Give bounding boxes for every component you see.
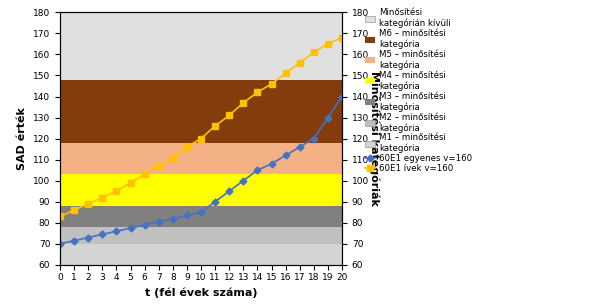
60E1 ívek v=160	[85, 202, 92, 206]
Bar	[60, 80, 342, 143]
60E1 ívek v=160	[169, 156, 176, 160]
60E1 egyenes v=160	[113, 229, 120, 233]
60E1 egyenes v=160	[296, 145, 303, 149]
60E1 egyenes v=160	[197, 210, 205, 214]
60E1 egyenes v=160	[155, 220, 162, 224]
Bar	[60, 206, 342, 227]
60E1 egyenes v=160	[268, 162, 275, 166]
60E1 egyenes v=160	[71, 239, 78, 242]
60E1 ívek v=160	[254, 91, 261, 94]
60E1 ívek v=160	[141, 172, 148, 176]
60E1 ívek v=160	[71, 208, 78, 212]
60E1 egyenes v=160	[184, 213, 191, 217]
60E1 ívek v=160	[127, 181, 134, 184]
60E1 ívek v=160	[113, 189, 120, 193]
60E1 egyenes v=160	[85, 236, 92, 239]
60E1 ívek v=160	[56, 215, 64, 218]
60E1 egyenes v=160	[127, 226, 134, 230]
60E1 egyenes v=160	[338, 95, 346, 98]
60E1 egyenes v=160	[239, 179, 247, 183]
60E1 ívek v=160	[239, 101, 247, 105]
Line: 60E1 ívek v=160: 60E1 ívek v=160	[57, 34, 345, 220]
60E1 ívek v=160	[197, 137, 205, 140]
60E1 egyenes v=160	[282, 154, 289, 157]
Bar	[60, 227, 342, 244]
Line: 60E1 egyenes v=160: 60E1 egyenes v=160	[58, 94, 344, 246]
Legend: Minősítési
kategórián kívüli, M6 – minősítési
kategória, M5 – minősítési
kategór: Minősítési kategórián kívüli, M6 – minős…	[364, 7, 473, 174]
X-axis label: t (fél évek száma): t (fél évek száma)	[145, 287, 257, 298]
60E1 egyenes v=160	[141, 223, 148, 227]
60E1 egyenes v=160	[169, 217, 176, 221]
60E1 ívek v=160	[98, 196, 106, 199]
60E1 ívek v=160	[211, 124, 218, 128]
60E1 egyenes v=160	[211, 200, 218, 204]
Bar	[60, 12, 342, 80]
Bar	[60, 244, 342, 265]
60E1 ívek v=160	[338, 36, 346, 39]
Y-axis label: Minősítési kategóriák: Minősítési kategóriák	[369, 71, 380, 206]
60E1 ívek v=160	[324, 42, 331, 46]
60E1 ívek v=160	[310, 51, 317, 54]
60E1 egyenes v=160	[226, 189, 233, 193]
60E1 egyenes v=160	[310, 137, 317, 140]
Y-axis label: SAD érték: SAD érték	[17, 107, 28, 170]
60E1 ívek v=160	[226, 114, 233, 117]
60E1 ívek v=160	[155, 164, 162, 168]
60E1 egyenes v=160	[254, 168, 261, 172]
60E1 ívek v=160	[296, 61, 303, 65]
60E1 egyenes v=160	[324, 116, 331, 120]
Bar	[60, 174, 342, 206]
60E1 egyenes v=160	[98, 233, 106, 236]
60E1 egyenes v=160	[56, 242, 64, 246]
Bar	[60, 143, 342, 174]
60E1 ívek v=160	[282, 71, 289, 75]
60E1 ívek v=160	[268, 82, 275, 86]
60E1 ívek v=160	[184, 145, 191, 149]
